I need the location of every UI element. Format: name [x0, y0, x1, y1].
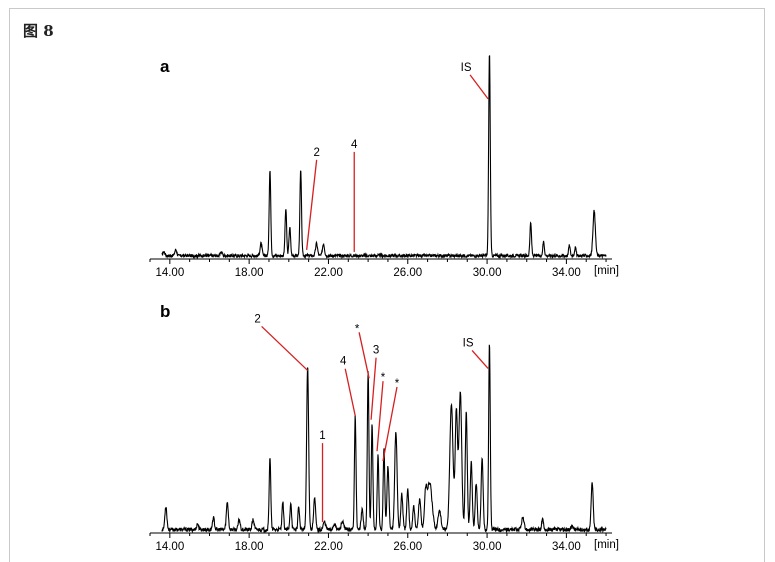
annotation-line	[305, 159, 318, 250]
peak-annotation-label: 1	[319, 430, 325, 442]
peak-annotation-label: 2	[254, 313, 260, 325]
x-axis-unit-label: [min]	[594, 265, 619, 277]
peak-annotation-label: IS	[463, 337, 474, 349]
peak-annotation-label: *	[355, 323, 360, 335]
x-tick-label: 30.00	[473, 267, 502, 279]
x-tick-label: 14.00	[155, 541, 184, 553]
figure-title: 图 8	[23, 22, 54, 40]
chromatogram-trace-b	[161, 344, 607, 534]
annotation-line	[471, 350, 489, 369]
x-tick-label: 18.00	[235, 541, 264, 553]
peak-annotation-label: *	[381, 372, 386, 384]
x-tick-label: 22.00	[314, 267, 343, 279]
x-tick-label: 14.00	[155, 267, 184, 279]
annotation-line	[358, 332, 370, 379]
annotation-line	[382, 386, 398, 462]
x-tick-label: 18.00	[235, 267, 264, 279]
panel-label-a: a	[160, 57, 170, 76]
x-tick-label: 34.00	[552, 267, 581, 279]
figure-frame	[9, 8, 765, 562]
x-tick-label: 26.00	[393, 541, 422, 553]
peak-annotation-label: 4	[340, 356, 347, 368]
annotation-line	[344, 368, 356, 416]
peak-annotation-label: 2	[313, 147, 319, 159]
annotation-line	[469, 74, 489, 100]
peak-annotation-label: IS	[461, 62, 472, 74]
x-tick-label: 26.00	[393, 267, 422, 279]
peak-annotation-label: 4	[351, 139, 358, 151]
x-axis-unit-label: [min]	[594, 539, 619, 551]
chromatogram-trace-a	[161, 55, 607, 260]
chromatogram-panel-a: a 14.00 18.00 22.00 26.00 30.00 34.00 [min] IS 2 4	[149, 55, 619, 279]
annotation-line	[376, 381, 384, 452]
annotation-line	[261, 325, 309, 371]
peak-annotation-label: *	[395, 378, 400, 390]
x-tick-label: 34.00	[552, 541, 581, 553]
peak-annotation-label: 3	[373, 345, 379, 357]
panel-label-b: b	[160, 302, 170, 321]
x-tick-label: 22.00	[314, 541, 343, 553]
annotation-line	[370, 357, 377, 420]
chromatogram-panel-b: b 14.00 18.00 22.00 26.00 30.00 34.00 [min] 2 1 4 *…	[149, 302, 619, 553]
x-tick-label: 30.00	[473, 541, 502, 553]
